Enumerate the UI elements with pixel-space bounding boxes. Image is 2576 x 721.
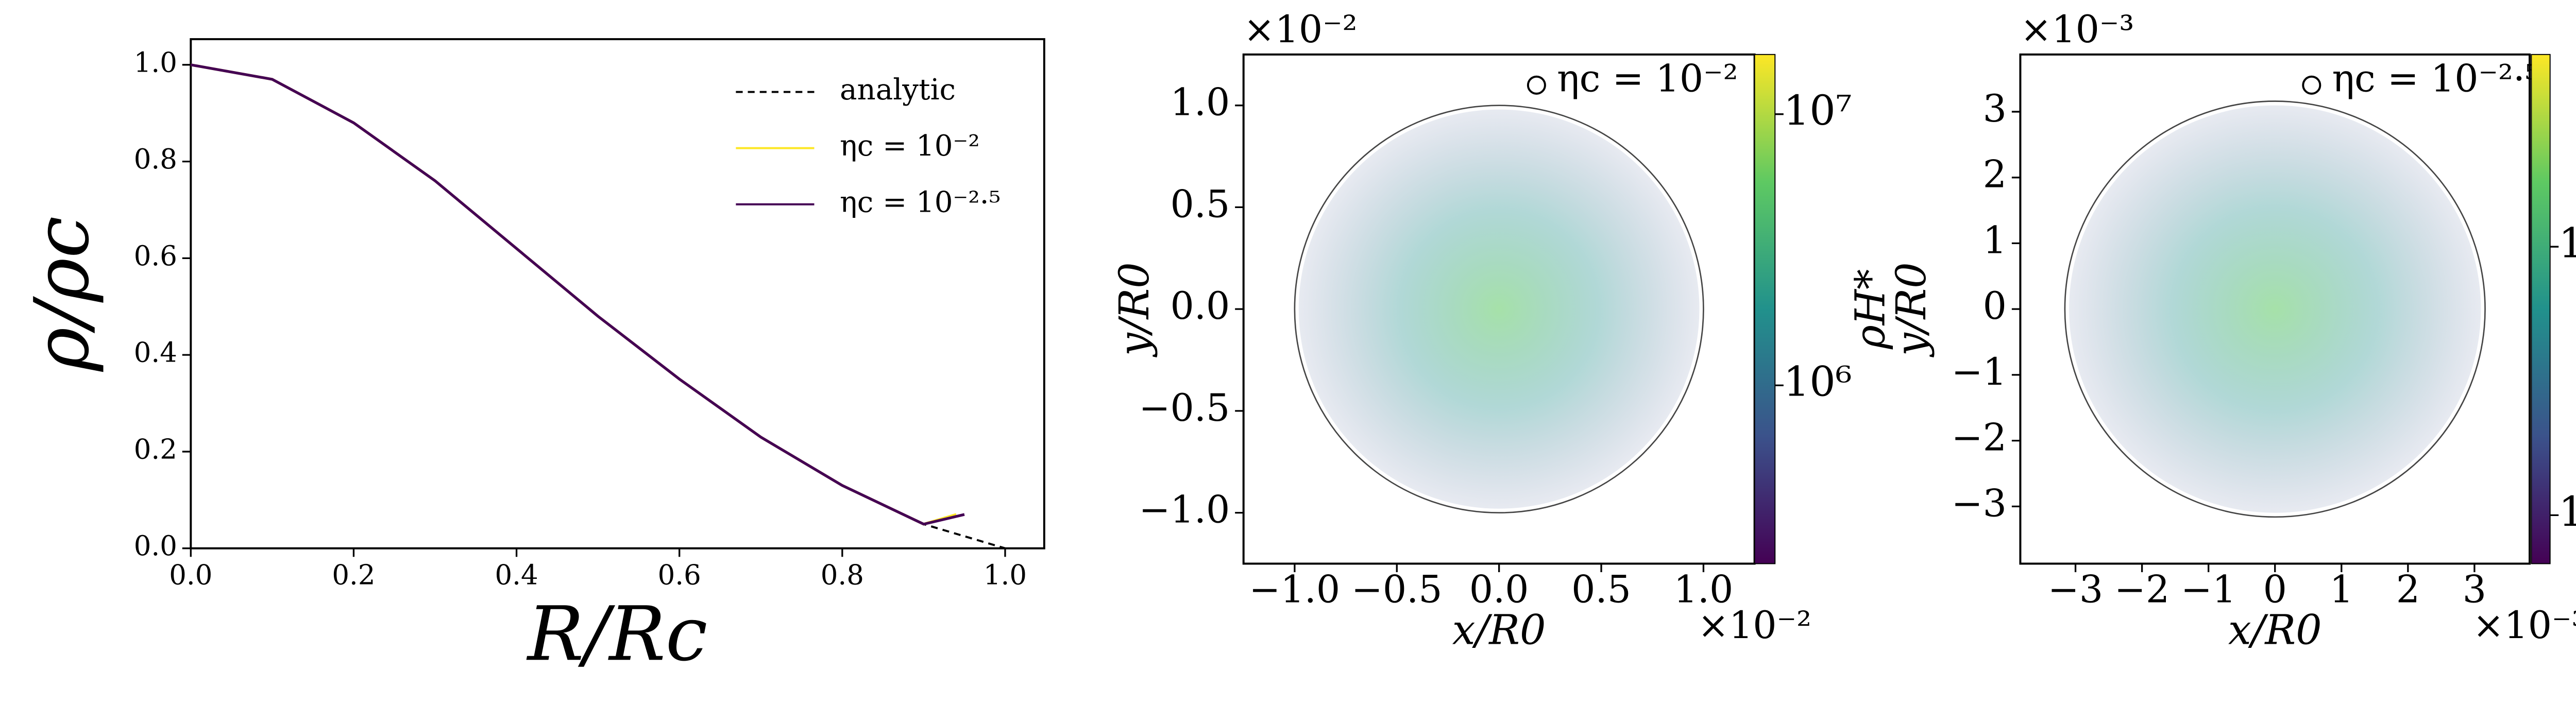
x-tick-label: −3 — [2048, 568, 2103, 612]
x-tick-label: 0 — [2263, 568, 2287, 612]
y-tick-label: 0.5 — [1171, 182, 1230, 226]
legend-label: ηc = 10⁻²·⁵ — [840, 185, 1001, 219]
offset-label: ×10⁻² — [1244, 8, 1358, 52]
y-tick-label: 0 — [1983, 284, 2007, 328]
x-tick-label: 1.0 — [984, 559, 1027, 591]
x-axis-label: x/R0 — [2228, 606, 2322, 654]
boundary-circle — [2064, 100, 2486, 518]
y-tick-label: 0.2 — [134, 434, 177, 465]
y-axis-label: ρ/ρc — [19, 216, 106, 373]
y-tick-label: 0.0 — [1171, 284, 1230, 328]
y-tick-label: 3 — [1983, 87, 2007, 131]
offset-label: ×10⁻³ — [2020, 8, 2134, 52]
y-tick-label: 1.0 — [134, 47, 177, 78]
colorbar-label: ρH* — [1846, 269, 1894, 350]
colorbar-tick-label: 10⁸ — [2558, 219, 2576, 267]
y-tick-label: 0.0 — [134, 530, 177, 562]
x-tick-label: 0.8 — [821, 559, 864, 591]
x-tick-label: −1 — [2181, 568, 2236, 612]
x-tick-label: 0.6 — [658, 559, 701, 591]
y-tick-label: −1.0 — [1139, 488, 1230, 532]
y-tick-label: 2 — [1983, 153, 2007, 197]
y-tick-label: 1.0 — [1171, 81, 1230, 125]
legend-label: analytic — [840, 73, 956, 107]
legend-marker — [2302, 75, 2321, 95]
legend-marker — [1527, 75, 1546, 95]
plot-frame — [190, 38, 1045, 550]
y-tick-label: 0.6 — [134, 241, 177, 272]
colorbar — [1754, 54, 1776, 564]
x-tick-label: 0.5 — [1571, 568, 1631, 612]
y-axis-label: y/R0 — [1110, 262, 1158, 357]
offset-label: ×10⁻³ — [2472, 604, 2576, 647]
colorbar-tick-label: 10⁷ — [1784, 87, 1852, 134]
x-tick-label: 3 — [2463, 568, 2486, 612]
colorbar — [2531, 54, 2551, 564]
particle-cloud — [2069, 105, 2481, 513]
x-axis-label: x/R0 — [1452, 606, 1546, 654]
y-tick-label: 0.8 — [134, 144, 177, 175]
boundary-circle — [1294, 105, 1704, 513]
legend-label: ηc = 10⁻² — [840, 129, 980, 163]
x-tick-label: 0.0 — [169, 559, 212, 591]
x-tick-label: 0.4 — [495, 559, 538, 591]
x-tick-label: −2 — [2114, 568, 2170, 612]
x-tick-label: 1.0 — [1674, 568, 1734, 612]
y-tick-label: −2 — [1952, 416, 2007, 460]
series-line — [190, 63, 965, 526]
y-tick-label: −3 — [1952, 482, 2007, 525]
x-tick-label: −1.0 — [1249, 568, 1341, 612]
y-tick-label: −0.5 — [1139, 386, 1230, 430]
colorbar-tick-label: 10⁷ — [2558, 488, 2576, 536]
y-tick-label: −1 — [1952, 350, 2007, 394]
x-tick-label: −0.5 — [1351, 568, 1443, 612]
y-tick-label: 0.4 — [134, 337, 177, 369]
particle-cloud — [1298, 109, 1700, 509]
x-tick-label: 1 — [2330, 568, 2353, 612]
colorbar-tick-label: 10⁶ — [1784, 358, 1852, 406]
x-tick-label: 0.0 — [1469, 568, 1529, 612]
y-tick-label: 1 — [1983, 218, 2007, 262]
x-axis-label: R/Rc — [526, 591, 708, 678]
offset-label: ×10⁻² — [1698, 604, 1811, 647]
x-tick-label: 2 — [2396, 568, 2420, 612]
y-axis-label: y/R0 — [1887, 262, 1935, 357]
legend-label: ηc = 10⁻²·⁵ — [2332, 57, 2540, 101]
x-tick-label: 0.2 — [332, 559, 375, 591]
legend-label: ηc = 10⁻² — [1557, 57, 1738, 101]
